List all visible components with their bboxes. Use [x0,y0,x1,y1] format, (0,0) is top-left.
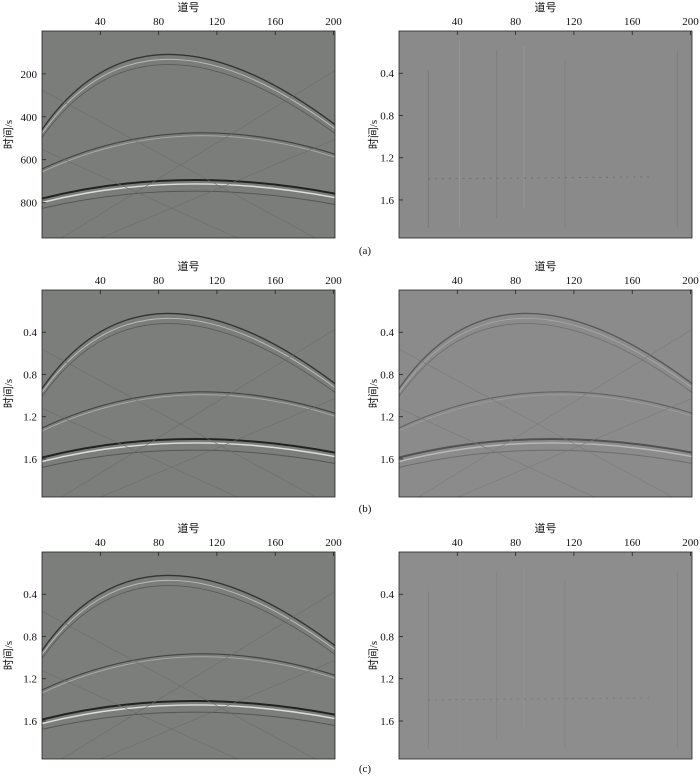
x-tick-label: 200 [682,275,699,287]
x-axis-label: 道号 [178,0,200,14]
y-tick-label: 1.2 [380,674,394,686]
y-tick-label: 0.4 [380,589,394,601]
y-tick-label: 1.2 [380,412,394,424]
x-tick-label: 120 [209,16,226,28]
y-tick-label: 800 [21,198,38,210]
y-tick-label: 400 [21,112,38,124]
axes-frame [41,289,336,498]
y-tick-label: 1.6 [23,454,37,466]
axes-frame [398,30,693,239]
caption: (b) [359,503,372,515]
x-tick-label: 120 [566,537,583,549]
x-tick-label: 160 [624,16,641,28]
x-tick-label: 200 [325,537,342,549]
y-tick-label: 1.2 [23,674,37,686]
axes-frame [398,551,693,760]
y-tick-label: 0.4 [380,68,394,80]
y-tick-label: 1.2 [23,412,37,424]
x-axis-label: 道号 [535,521,557,535]
x-tick-label: 40 [452,537,464,549]
y-tick-label: 0.8 [380,110,394,122]
x-tick-label: 40 [95,537,107,549]
panel-image [42,290,335,497]
x-tick-label: 120 [566,16,583,28]
panel-image [399,552,692,759]
y-axis-label: 时间/s [367,641,380,670]
x-tick-label: 120 [209,537,226,549]
y-axis-label: 时间/s [2,379,15,408]
x-tick-label: 40 [452,275,464,287]
x-tick-label: 80 [153,275,165,287]
y-tick-label: 1.2 [380,153,394,165]
y-tick-label: 1.6 [380,454,394,466]
axes-frame [41,30,336,239]
x-tick-label: 40 [95,16,107,28]
x-tick-label: 120 [566,275,583,287]
x-tick-label: 80 [510,275,522,287]
x-axis-label: 道号 [535,0,557,14]
y-tick-label: 0.4 [23,327,37,339]
axes-frame [398,289,693,498]
y-tick-label: 1.6 [380,716,394,728]
y-tick-label: 200 [21,69,38,81]
y-tick-label: 0.8 [380,369,394,381]
x-tick-label: 80 [510,16,522,28]
x-axis-label: 道号 [178,259,200,273]
y-tick-label: 0.8 [23,631,37,643]
x-axis-label: 道号 [178,521,200,535]
y-axis-label: 时间/s [367,379,380,408]
x-tick-label: 40 [95,275,107,287]
x-axis-label: 道号 [535,259,557,273]
x-tick-label: 80 [153,537,165,549]
x-tick-label: 200 [325,16,342,28]
x-tick-label: 40 [452,16,464,28]
x-tick-label: 80 [510,537,522,549]
x-tick-label: 200 [682,16,699,28]
panel-image [42,552,335,759]
panel-image [399,290,692,497]
x-tick-label: 80 [153,16,165,28]
panel-image [42,31,335,238]
y-tick-label: 0.4 [23,589,37,601]
x-tick-label: 160 [624,275,641,287]
panel-image [399,31,692,238]
y-tick-label: 0.8 [380,631,394,643]
x-tick-label: 200 [325,275,342,287]
axes-frame [41,551,336,760]
y-axis-label: 时间/s [2,120,15,149]
y-tick-label: 0.4 [380,327,394,339]
y-tick-label: 600 [21,155,38,167]
x-tick-label: 160 [267,275,284,287]
y-tick-label: 1.6 [23,716,37,728]
y-axis-label: 时间/s [2,641,15,670]
caption: (c) [359,763,372,775]
x-tick-label: 160 [267,537,284,549]
caption: (a) [359,245,372,257]
y-tick-label: 0.8 [23,369,37,381]
x-tick-label: 200 [682,537,699,549]
x-tick-label: 120 [209,275,226,287]
y-axis-label: 时间/s [367,120,380,149]
y-tick-label: 1.6 [380,195,394,207]
x-tick-label: 160 [267,16,284,28]
x-tick-label: 160 [624,537,641,549]
